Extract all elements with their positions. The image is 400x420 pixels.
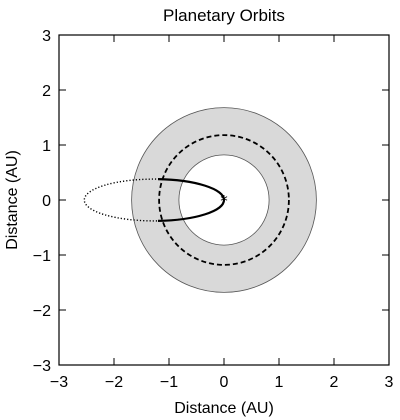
y-tick-label: −2 bbox=[33, 303, 51, 320]
chart-title: Planetary Orbits bbox=[163, 6, 285, 25]
x-tick-label: −2 bbox=[105, 374, 123, 391]
plot-content: * bbox=[83, 107, 317, 293]
x-tick-label: −1 bbox=[160, 374, 178, 391]
x-tick-label: 1 bbox=[275, 374, 284, 391]
x-axis-label: Distance (AU) bbox=[174, 400, 274, 417]
x-tick-label: 2 bbox=[330, 374, 339, 391]
y-axis-ticks: −3 −2 −1 0 1 2 3 bbox=[33, 28, 389, 375]
x-tick-label: −3 bbox=[50, 374, 68, 391]
star-marker: * bbox=[220, 192, 228, 210]
y-tick-label: −1 bbox=[33, 248, 51, 265]
y-tick-label: 0 bbox=[42, 193, 51, 210]
y-axis-label: Distance (AU) bbox=[4, 150, 21, 250]
circular-orbit bbox=[158, 134, 290, 266]
x-tick-label: 0 bbox=[220, 374, 229, 391]
habitable-zone-inner-edge bbox=[178, 154, 270, 246]
x-axis-ticks: −3 −2 −1 0 1 2 3 bbox=[50, 35, 394, 391]
habitable-zone-outer-edge bbox=[131, 107, 317, 293]
y-tick-label: −3 bbox=[33, 358, 51, 375]
y-tick-label: 2 bbox=[42, 83, 51, 100]
elliptical-orbit-solid bbox=[157, 178, 226, 222]
x-tick-label: 3 bbox=[385, 374, 394, 391]
y-tick-label: 3 bbox=[42, 28, 51, 45]
y-tick-label: 1 bbox=[42, 138, 51, 155]
